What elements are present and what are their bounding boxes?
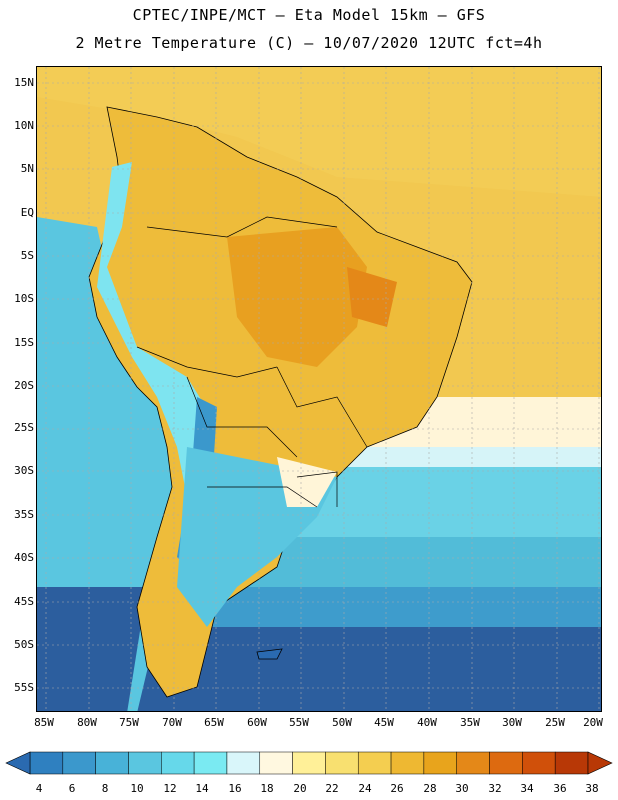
lon-label: 60W — [247, 716, 267, 729]
lat-label: 50S — [14, 638, 34, 651]
colorbar-tick-label: 26 — [390, 782, 404, 795]
lat-label: 5N — [20, 162, 34, 175]
lon-label: 35W — [460, 716, 480, 729]
colorbar-swatch — [292, 751, 326, 775]
lon-label: 45W — [374, 716, 394, 729]
colorbar-tick-label: 18 — [260, 782, 274, 795]
colorbar-tick-label: 8 — [101, 782, 109, 795]
map-title: CPTEC/INPE/MCT – Eta Model 15km – GFS — [132, 6, 486, 24]
map-subtitle: 2 Metre Temperature (C) – 10/07/2020 12U… — [75, 34, 543, 52]
colorbar-tick-label: 28 — [423, 782, 437, 795]
colorbar-swatch — [193, 751, 228, 775]
colorbar-tick-label: 6 — [68, 782, 76, 795]
lon-label: 55W — [289, 716, 309, 729]
paraguay-mild — [277, 457, 337, 507]
colorbar-swatch — [128, 751, 162, 775]
colorbar-tick-label: 14 — [195, 782, 209, 795]
country-borders — [136, 216, 368, 508]
lat-label: 10N — [14, 119, 34, 132]
colorbar-swatch — [423, 751, 457, 775]
lat-label: 25S — [14, 421, 34, 434]
lat-label: 45S — [14, 595, 34, 608]
lon-label: 50W — [332, 716, 352, 729]
lat-label: 15S — [14, 336, 34, 349]
lat-label: 35S — [14, 508, 34, 521]
colorbar-tick-label: 34 — [520, 782, 534, 795]
southern-pacific-cold — [37, 587, 147, 711]
colorbar-arrow-left — [5, 751, 31, 775]
colorbar-tick-label: 16 — [228, 782, 242, 795]
colorbar-swatch — [259, 751, 293, 775]
colorbar-tick-label: 32 — [488, 782, 502, 795]
lat-label: 55S — [14, 681, 34, 694]
colorbar-tick-label: 4 — [35, 782, 43, 795]
colorbar-swatch — [325, 751, 359, 775]
colorbar-tick-label: 22 — [325, 782, 339, 795]
falkland-islands — [256, 648, 283, 660]
colorbar-tick-label: 36 — [553, 782, 567, 795]
map-canvas — [37, 67, 601, 711]
lon-label: 80W — [77, 716, 97, 729]
lon-label: 30W — [502, 716, 522, 729]
lon-label: 65W — [204, 716, 224, 729]
colorbar-swatch — [554, 751, 589, 775]
andes-cold-highlands — [97, 162, 212, 497]
colorbar-tick-label: 30 — [455, 782, 469, 795]
map-grid — [37, 67, 601, 711]
brazil-hottest-zone — [347, 267, 397, 327]
colorbar-swatch — [62, 751, 96, 775]
temperature-colorbar — [5, 751, 613, 775]
lat-label: 20S — [14, 379, 34, 392]
lat-label: 10S — [14, 292, 34, 305]
lon-label: 20W — [583, 716, 603, 729]
lon-label: 85W — [34, 716, 54, 729]
lon-label: 70W — [162, 716, 182, 729]
colorbar-swatch — [390, 751, 425, 775]
colorbar-swatch — [357, 751, 392, 775]
colorbar-tick-label: 24 — [358, 782, 372, 795]
lat-label: 5S — [20, 249, 34, 262]
colorbar-tick-label: 10 — [130, 782, 144, 795]
colorbar-tick-label: 12 — [163, 782, 177, 795]
colorbar-swatch — [522, 751, 556, 775]
colorbar-swatch — [29, 751, 64, 775]
lat-label: 30S — [14, 464, 34, 477]
colorbar-tick-label: 20 — [293, 782, 307, 795]
lat-label: 15N — [14, 76, 34, 89]
lon-label: 75W — [119, 716, 139, 729]
colorbar-arrow-right — [587, 751, 613, 775]
lat-label: EQ — [20, 206, 34, 219]
lat-label: 40S — [14, 551, 34, 564]
colorbar-tick-label: 38 — [585, 782, 599, 795]
lon-label: 40W — [417, 716, 437, 729]
brazil-hot-interior — [227, 227, 367, 367]
colorbar-swatch — [226, 751, 261, 775]
temperature-map — [36, 66, 602, 712]
caribbean-warm — [37, 67, 601, 197]
colorbar-swatch — [456, 751, 490, 775]
colorbar-swatch — [161, 751, 195, 775]
lon-label: 25W — [545, 716, 565, 729]
colorbar-swatch — [95, 751, 129, 775]
colorbar-swatch — [489, 751, 523, 775]
colorbar-boxes — [29, 751, 589, 775]
